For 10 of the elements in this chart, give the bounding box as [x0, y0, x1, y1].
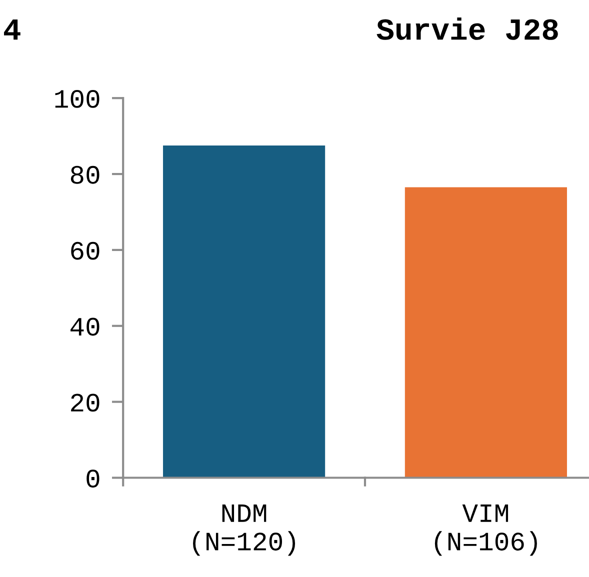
y-tick-label: 20 — [71, 394, 100, 412]
y-tick-label: 40 — [70, 318, 100, 336]
y-tick-label: 100 — [55, 90, 100, 108]
chart-title: Survie J28 — [376, 17, 558, 40]
y-tick-label: 60 — [71, 242, 100, 260]
y-tick-label: 0 — [86, 470, 100, 488]
x-tick-label: VIM (N=106) — [434, 504, 537, 556]
y-tick-label: 80 — [70, 166, 100, 184]
x-tick-label: NDM (N=120) — [193, 504, 296, 556]
text: 4 — [4, 20, 20, 40]
